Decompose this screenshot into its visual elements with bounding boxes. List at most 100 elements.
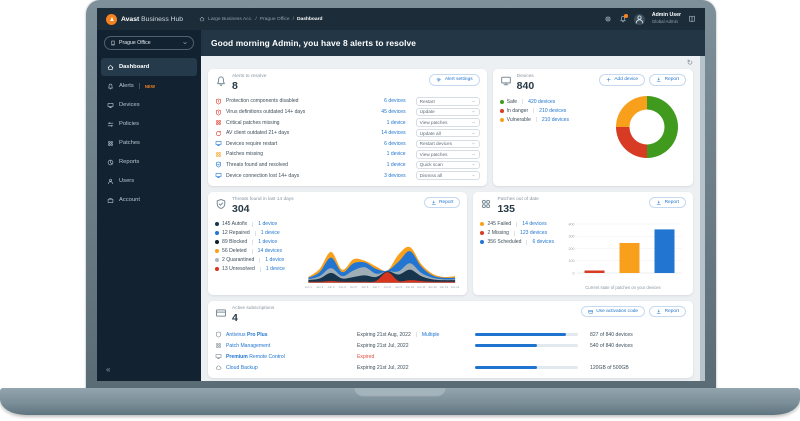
legend-dot: [215, 222, 219, 227]
sidebar-item-policies[interactable]: Policies: [101, 115, 197, 133]
alerts-count: 8: [232, 79, 238, 92]
subscriptions-list: Antivirus Pro Plus Expiring 21st Aug, 20…: [215, 329, 686, 373]
legend-devices-link[interactable]: 1 device: [265, 257, 285, 264]
breadcrumb-item-office[interactable]: Prague Office: [259, 16, 290, 22]
subscriptions-card: Active subscriptions 4 Use activation co…: [208, 300, 693, 379]
breadcrumb-separator: /: [255, 16, 257, 22]
card-title: Threats found in last 14 days: [232, 196, 294, 202]
use-activation-code-button[interactable]: Use activation code: [580, 305, 646, 318]
report-button[interactable]: Report: [649, 305, 686, 318]
user-menu[interactable]: Admin User Global Admin: [652, 13, 681, 25]
alert-devices-link[interactable]: 1 device: [386, 119, 406, 126]
subscription-row: Cloud Backup Expiring 21st Jul, 2022 120…: [215, 362, 686, 373]
legend-item: In danger 210 devices: [499, 106, 616, 115]
legend-dot: [480, 231, 485, 236]
alert-devices-link[interactable]: 1 device: [386, 161, 406, 168]
subscription-expiry: Expired: [357, 353, 375, 360]
alert-action-select[interactable]: Quick scan: [415, 160, 480, 170]
alert-devices-link[interactable]: 3 devices: [384, 172, 406, 179]
topbar: Avast Business Hub Large Business Acc. /…: [97, 8, 705, 30]
knowledge-base-button[interactable]: [688, 15, 696, 23]
subscription-name-link[interactable]: Cloud Backup: [226, 364, 258, 371]
report-button[interactable]: Report: [423, 196, 461, 209]
sidebar-item-label: Dashboard: [119, 64, 150, 70]
chevron-down-icon: [471, 173, 476, 178]
alert-row: Devices require restart 6 devices Restar…: [215, 138, 480, 149]
scrollbar[interactable]: [700, 56, 705, 381]
legend-devices-link[interactable]: 1 device: [265, 266, 285, 273]
legend-devices-link[interactable]: 14 devices: [522, 221, 547, 228]
chevron-down-icon: [471, 162, 476, 167]
alert-devices-link[interactable]: 14 devices: [381, 130, 406, 137]
patches-bar-chart: 0 100 200 300 400 Current state of patches o…: [560, 218, 686, 290]
subscription-name-link[interactable]: Antivirus Pro Plus: [226, 331, 268, 338]
divider: [138, 83, 140, 89]
chevron-down-icon: [471, 120, 476, 125]
alert-devices-link[interactable]: 1 device: [386, 151, 406, 158]
monitor-icon: [107, 102, 114, 109]
office-selector[interactable]: Prague Office: [104, 36, 194, 50]
alert-action-select[interactable]: Update: [415, 107, 480, 117]
multiple-link[interactable]: Multiple: [421, 331, 440, 338]
legend-label: 89 Blocked: [222, 239, 248, 246]
sidebar-item-reports[interactable]: Reports: [101, 153, 197, 171]
legend-devices-link[interactable]: 1 device: [260, 230, 280, 237]
legend-devices-link[interactable]: 420 devices: [528, 98, 556, 105]
settings-gear-button[interactable]: [604, 15, 612, 23]
subscription-expiry: Expiring 21st Jul, 2022: [357, 364, 409, 371]
devices-legend: Safe 420 devices In danger: [499, 97, 616, 124]
report-button[interactable]: Report: [649, 196, 686, 209]
legend-devices-link[interactable]: 210 devices: [541, 116, 569, 123]
svg-text:Jun 3: Jun 3: [327, 285, 334, 289]
alert-devices-link[interactable]: 6 devices: [384, 140, 406, 147]
svg-text:Jun 9: Jun 9: [395, 285, 402, 289]
alert-action-select[interactable]: View patches: [415, 150, 480, 159]
legend-devices-link[interactable]: 14 devices: [257, 248, 282, 255]
svg-text:200: 200: [569, 247, 575, 251]
sidebar-item-users[interactable]: Users: [101, 172, 197, 190]
sidebar-item-dashboard[interactable]: Dashboard: [101, 58, 197, 76]
add-device-button[interactable]: Add device: [598, 74, 646, 86]
sidebar-item-account[interactable]: Account: [101, 191, 197, 209]
legend-devices-link[interactable]: 210 devices: [539, 107, 567, 114]
legend-dot: [480, 222, 485, 227]
legend-item: 12 Repaired 1 device: [215, 229, 303, 238]
subscription-name-link[interactable]: Premium Remote Control: [226, 353, 285, 360]
sidebar-collapse-button[interactable]: «: [106, 365, 111, 374]
legend-devices-link[interactable]: 1 device: [258, 221, 278, 228]
alert-devices-link[interactable]: 45 devices: [381, 109, 406, 115]
legend-devices-link[interactable]: 6 devices: [532, 239, 554, 246]
legend-devices-link[interactable]: 1 device: [258, 239, 278, 246]
user-avatar[interactable]: [633, 13, 645, 25]
refresh-button[interactable]: ↻: [686, 58, 693, 67]
alert-row: Critical patches missing 1 device View p…: [215, 117, 480, 128]
subscription-name-link[interactable]: Patch Management: [226, 342, 271, 349]
alert-action-select[interactable]: View patches: [415, 118, 480, 127]
legend-item: Vulnerable 210 devices: [499, 115, 616, 124]
legend-devices-link[interactable]: 123 devices: [519, 230, 548, 237]
svg-text:Jun 14: Jun 14: [451, 285, 460, 289]
notifications-bell-button[interactable]: [619, 14, 628, 23]
credit-card-icon: [215, 307, 227, 319]
sidebar-item-patches[interactable]: Patches: [101, 134, 197, 152]
alert-label: Devices require restart: [226, 140, 278, 147]
alert-action-select[interactable]: Update all: [415, 128, 480, 138]
alert-action-select[interactable]: Dismiss all: [415, 171, 480, 180]
threats-card: Threats found in last 14 days 304 Report: [208, 191, 468, 295]
alert-settings-button[interactable]: Alert settings: [429, 74, 480, 86]
report-button[interactable]: Report: [649, 74, 686, 86]
legend-label: Safe: [506, 98, 518, 105]
alert-devices-link[interactable]: 6 devices: [384, 98, 406, 105]
card-title: Devices: [516, 74, 534, 79]
card-title: Alerts to resolve: [232, 74, 267, 79]
alert-label: Critical patches missing: [226, 119, 280, 126]
subscription-progress: [475, 366, 578, 370]
sidebar-item-alerts[interactable]: Alerts NEW: [101, 77, 197, 95]
alert-action-select[interactable]: Restart devices: [415, 139, 480, 148]
svg-text:Jun 2: Jun 2: [316, 285, 323, 289]
breadcrumb-item-account[interactable]: Large Business Acc.: [208, 16, 253, 22]
laptop-notch: [354, 388, 446, 397]
alert-action-select[interactable]: Restart: [415, 97, 480, 106]
subscriptions-count: 4: [232, 311, 238, 324]
sidebar-item-devices[interactable]: Devices: [101, 96, 197, 114]
